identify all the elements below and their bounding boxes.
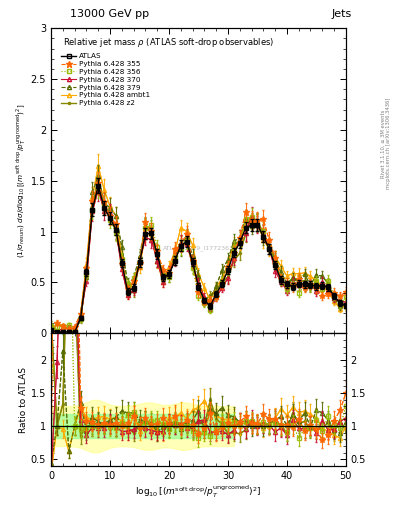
Text: Jets: Jets	[332, 9, 352, 19]
Y-axis label: Ratio to ATLAS: Ratio to ATLAS	[19, 367, 28, 433]
Text: 13000 GeV pp: 13000 GeV pp	[70, 9, 150, 19]
X-axis label: $\log_{10}[(m^{\rm soft\ drop}/p_T^{\rm ungroomed})^2]$: $\log_{10}[(m^{\rm soft\ drop}/p_T^{\rm …	[135, 483, 262, 500]
Text: Rivet 3.1.10, ≥ 3M events: Rivet 3.1.10, ≥ 3M events	[381, 109, 386, 178]
Text: Relative jet mass $\rho$ (ATLAS soft-drop observables): Relative jet mass $\rho$ (ATLAS soft-dro…	[63, 36, 274, 49]
Text: ATLAS_2019_I1772363: ATLAS_2019_I1772363	[163, 245, 234, 251]
Y-axis label: $(1/\sigma_{resum})$ $d\sigma/d\log_{10}[(m^{\rm soft\ drop}/p_T^{\rm ungroomed}: $(1/\sigma_{resum})$ $d\sigma/d\log_{10}…	[15, 103, 28, 258]
Legend: ATLAS, Pythia 6.428 355, Pythia 6.428 356, Pythia 6.428 370, Pythia 6.428 379, P: ATLAS, Pythia 6.428 355, Pythia 6.428 35…	[58, 50, 153, 109]
Text: mcplots.cern.ch [arXiv:1306.3436]: mcplots.cern.ch [arXiv:1306.3436]	[386, 98, 391, 189]
